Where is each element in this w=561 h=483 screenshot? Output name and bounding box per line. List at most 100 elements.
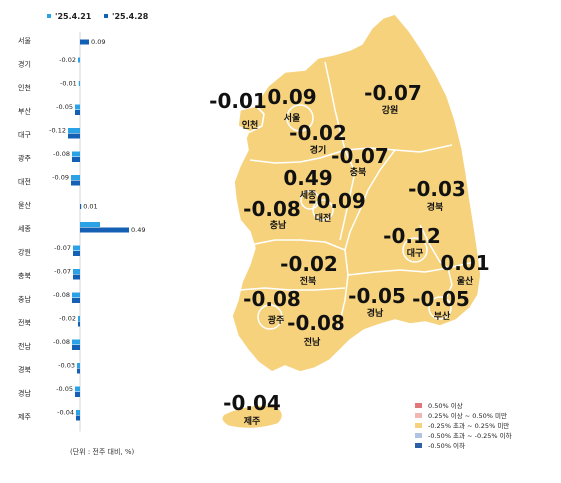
bar-week1 [72, 151, 80, 157]
bar-week1 [78, 316, 80, 321]
daegu-shape [402, 237, 428, 263]
bar-region-label: 충남 [18, 295, 31, 304]
unit-note: (단위 : 전주 대비, %) [70, 447, 135, 456]
bar-region-label: 경기 [18, 60, 31, 69]
color-legend-swatch-5 [415, 443, 422, 448]
bar-value-label: -0.09 [52, 174, 69, 182]
value-chungnam: -0.08 [243, 197, 301, 221]
color-legend-label-3: -0.25% 초과 ~ 0.25% 미만 [428, 421, 509, 430]
border-gyeonggi-gangwon [324, 61, 346, 151]
bar-value-label: -0.03 [58, 362, 75, 370]
legend-swatch-week2 [104, 14, 108, 18]
bar-value-label: -0.08 [53, 150, 70, 158]
bar-region-label: 전남 [18, 342, 31, 351]
color-legend-swatch-1 [415, 403, 422, 408]
bar-week2 [75, 110, 80, 115]
color-legend-label-2: 0.25% 이상 ~ 0.50% 미만 [428, 411, 507, 420]
name-jeonnam: 전남 [304, 336, 321, 348]
name-daejeon: 대전 [315, 212, 332, 224]
bar-week1 [75, 386, 80, 392]
bar-week1 [71, 175, 80, 180]
bar-value-label: -0.07 [54, 244, 71, 252]
name-chungbuk: 충북 [350, 166, 367, 178]
border-daegu-ulsan [419, 224, 449, 269]
bar-week2 [80, 39, 89, 45]
name-busan: 부산 [434, 310, 451, 322]
province-borders [239, 61, 475, 331]
value-incheon: -0.01 [209, 89, 267, 113]
bar-value-label: -0.12 [49, 127, 66, 135]
name-daegu: 대구 [407, 247, 424, 259]
bar-week1 [80, 222, 100, 227]
daejeon-shape [312, 199, 334, 221]
value-daejeon: -0.09 [308, 189, 366, 213]
value-daegu: -0.12 [383, 224, 441, 248]
bar-value-label: -0.04 [57, 409, 74, 417]
bar-week2 [77, 368, 80, 374]
name-gyeongbuk: 경북 [427, 201, 444, 213]
bar-value-label: -0.08 [53, 338, 70, 346]
name-gyeongnam: 경남 [367, 307, 384, 319]
bar-week2 [78, 321, 80, 327]
bar-region-label: 경북 [18, 365, 31, 374]
bar-region-label: 대전 [18, 177, 31, 186]
bar-region-label: 대구 [18, 131, 31, 139]
border-jeonbuk-jeonnam [239, 287, 346, 291]
bar-region-label: 전북 [18, 318, 31, 327]
color-legend-label-4: -0.50% 초과 ~ -0.25% 이하 [428, 431, 512, 440]
bar-week2 [80, 204, 82, 209]
legend-swatch-week1 [47, 14, 51, 18]
bar-value-label: 0.09 [91, 38, 105, 46]
value-busan: -0.05 [412, 287, 470, 311]
bar-week1 [78, 57, 80, 63]
name-gangwon: 강원 [382, 104, 399, 116]
bar-value-label: -0.02 [59, 56, 76, 64]
border-chungbuk-gyeongbuk [344, 149, 396, 251]
value-ulsan: 0.01 [440, 251, 489, 275]
name-sejong: 세종 [300, 189, 317, 201]
seoul-shape [286, 104, 314, 132]
value-gyeonggi: -0.02 [289, 121, 347, 145]
bar-week1 [73, 245, 80, 251]
legend-label-week2: '25.4.28 [112, 12, 149, 21]
border-gyeongbuk-gyeongnam [347, 261, 475, 276]
name-gyeonggi: 경기 [310, 144, 327, 156]
value-jeonnam: -0.08 [287, 311, 345, 335]
bar-week1 [76, 410, 80, 415]
bar-value-label: 0.49 [131, 226, 145, 234]
color-legend-swatch-4 [415, 433, 422, 438]
bar-week2 [72, 157, 80, 162]
bar-week1 [75, 104, 80, 110]
bar-region-label: 서울 [18, 36, 31, 45]
bar-region-label: 울산 [18, 201, 31, 210]
name-seoul: 서울 [284, 112, 301, 124]
bar-region-label: 인천 [18, 83, 31, 92]
bar-week1 [68, 128, 80, 133]
legend-label-week1: '25.4.21 [55, 12, 92, 21]
value-gwangju: -0.08 [243, 287, 301, 311]
value-gyeongnam: -0.05 [348, 284, 406, 308]
border-chungnam-jeonbuk [249, 239, 346, 251]
bar-region-label: 부산 [18, 107, 31, 116]
busan-shape [428, 296, 452, 320]
name-gwangju: 광주 [268, 314, 285, 326]
color-legend-swatch-3 [415, 423, 422, 428]
border-chungbuk-west [339, 149, 356, 241]
bar-week1 [73, 269, 80, 274]
value-gangwon: -0.07 [364, 81, 422, 105]
gwangju-shape [257, 304, 283, 330]
value-gyeongbuk: -0.03 [408, 177, 466, 201]
bar-region-label: 제주 [18, 413, 31, 421]
series-legend: '25.4.21 '25.4.28 [47, 12, 149, 21]
bar-week2 [71, 180, 80, 186]
map-labels: -0.01 인천 0.09 서울 -0.02 경기 -0.07 강원 -0.07… [209, 81, 490, 427]
bar-value-label: -0.05 [56, 103, 73, 111]
sejong-shape [300, 190, 320, 210]
regional-bar-chart: 서울 0.09 경기 -0.02 인천 -0.01 부산 -0.05 대구 -0.12 광주 -0.0… [18, 32, 145, 432]
border-jeolla-gyeongnam [337, 249, 349, 331]
bar-week2 [72, 298, 80, 303]
jeju-shape [220, 404, 284, 430]
bar-value-label: -0.08 [53, 291, 70, 299]
border-gyeonggi-chung [249, 149, 346, 164]
